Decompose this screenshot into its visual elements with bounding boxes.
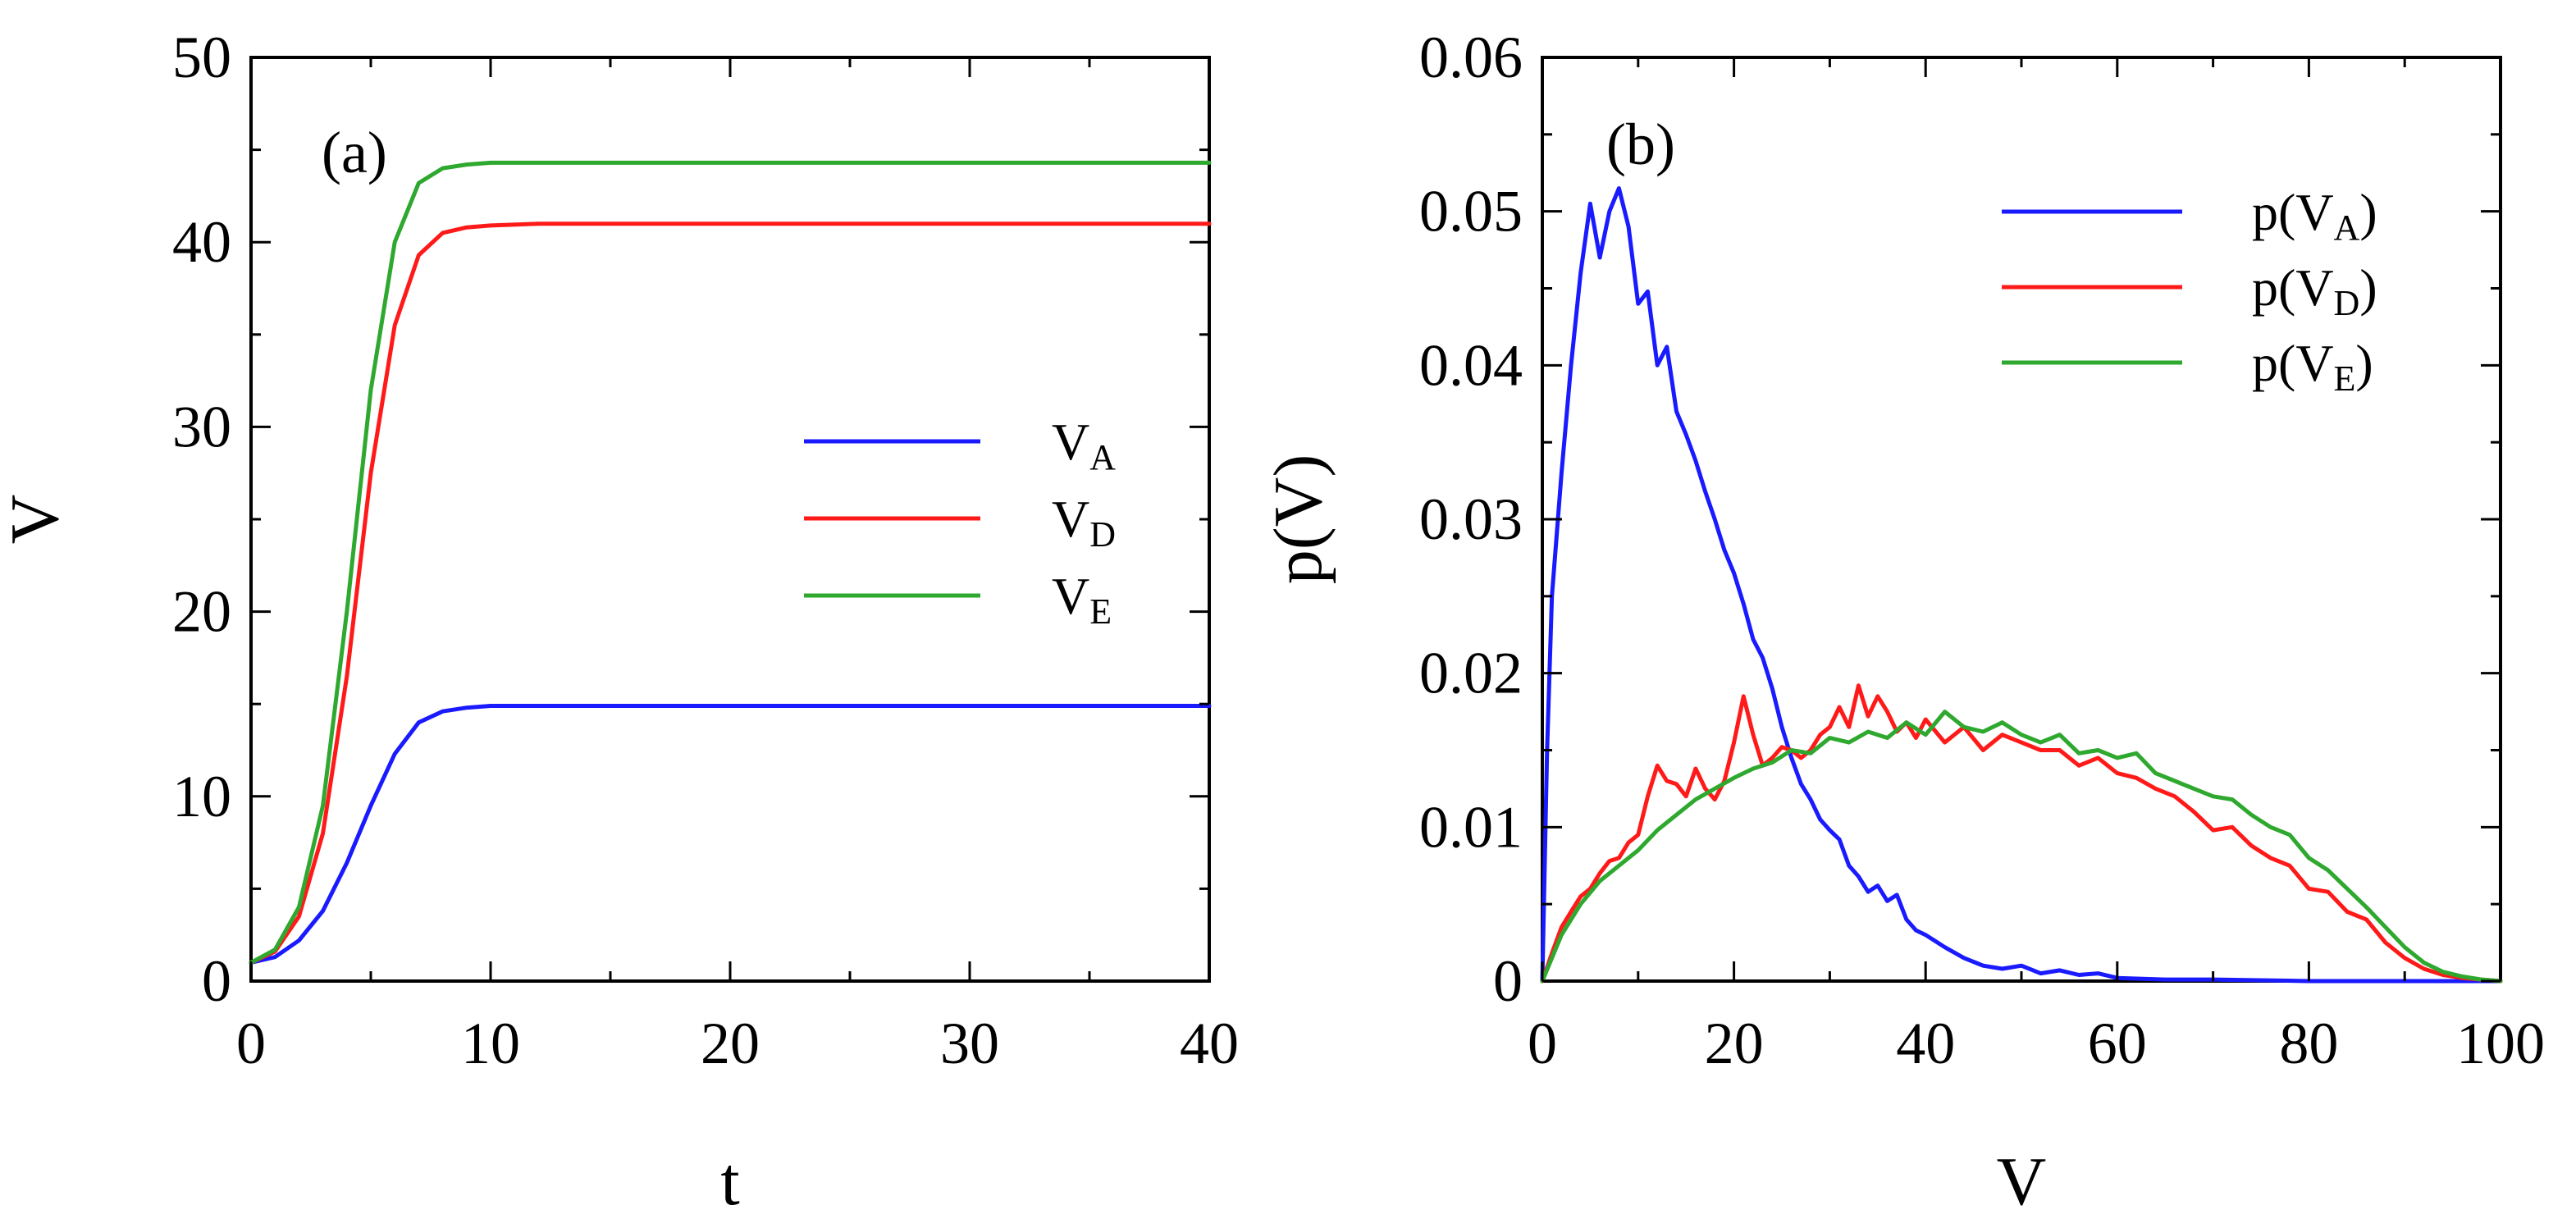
panel-b-ytick-label: 0.05 (1419, 179, 1523, 244)
panel-a-xtick-label: 30 (940, 1011, 999, 1076)
panel-a-ytick-label: 0 (202, 948, 231, 1014)
panel-a-ticks: 0 10 20 30 40 0 10 20 30 40 50 (172, 25, 1239, 1076)
panel-b: 0 20 40 60 80 100 0 0.01 0.02 0.03 0.04 0.05 0.06 (b… (1260, 25, 2545, 1220)
panel-b-legend: p(VA) p(VD) p(VE) (2002, 183, 2377, 399)
panel-a-xlabel: t (720, 1144, 739, 1220)
panel-a-series (249, 160, 1212, 965)
panel-a-ytick-label: 20 (172, 579, 231, 645)
panel-a-legend-label: VE (1052, 567, 1112, 632)
panel-b-legend-label: p(VE) (2252, 334, 2373, 399)
panel-b-series-pv_e (1540, 710, 2503, 984)
panel-a-ytick-label: 40 (172, 209, 231, 275)
panel-a-ylabel: V (0, 495, 73, 545)
panel-b-ytick-label: 0.04 (1419, 332, 1523, 398)
panel-b-ytick-label: 0.02 (1419, 641, 1523, 706)
panel-a-xtick-label: 40 (1180, 1011, 1239, 1076)
panel-b-ytick-label: 0 (1493, 948, 1523, 1014)
panel-b-frame (1541, 56, 2502, 983)
panel-a-xtick-label: 10 (461, 1011, 520, 1076)
panel-b-xlabel: V (1997, 1144, 2047, 1220)
panel-a-ytick-label: 50 (172, 25, 231, 90)
panel-b-ylabel: p(V) (1260, 454, 1336, 585)
panel-a-legend-label: VA (1052, 413, 1116, 477)
panel-b-series-pv_d (1540, 683, 2503, 984)
panel-b-ytick-label: 0.06 (1419, 25, 1523, 90)
panel-b-ticks: 0 20 40 60 80 100 0 0.01 0.02 0.03 0.04 0.05 0.06 (1419, 25, 2545, 1076)
panel-b-xtick-label: 100 (2456, 1011, 2545, 1076)
panel-a: 0 10 20 30 40 0 10 20 30 40 50 (a) t V VA VD VE (0, 25, 1239, 1220)
panel-a-series-v_e (249, 160, 1212, 965)
panel-a-ytick-label: 30 (172, 394, 231, 459)
panel-a-xtick-label: 20 (701, 1011, 760, 1076)
panel-b-ytick-label: 0.01 (1419, 794, 1523, 860)
panel-b-label: (b) (1606, 112, 1675, 177)
panel-a-legend-label: VD (1052, 490, 1116, 555)
panel-b-xtick-label: 80 (2279, 1011, 2338, 1076)
panel-b-series-pv_a (1540, 186, 2503, 984)
panel-a-series-v_a (249, 704, 1212, 965)
panel-b-xtick-label: 20 (1705, 1011, 1764, 1076)
panel-a-label: (a) (322, 120, 387, 185)
panel-a-ytick-label: 10 (172, 764, 231, 829)
panel-a-series-v_d (249, 221, 1212, 965)
panel-b-ytick-label: 0.03 (1419, 486, 1523, 552)
panel-b-xtick-label: 0 (1528, 1011, 1557, 1076)
panel-b-legend-label: p(VA) (2252, 183, 2377, 248)
panel-a-legend: VA VD VE (804, 413, 1116, 632)
panel-b-xtick-label: 60 (2088, 1011, 2147, 1076)
panel-a-xtick-label: 0 (236, 1011, 266, 1076)
panel-b-legend-label: p(VD) (2252, 258, 2377, 323)
panel-b-series (1540, 186, 2503, 984)
panel-b-xtick-label: 40 (1896, 1011, 1955, 1076)
